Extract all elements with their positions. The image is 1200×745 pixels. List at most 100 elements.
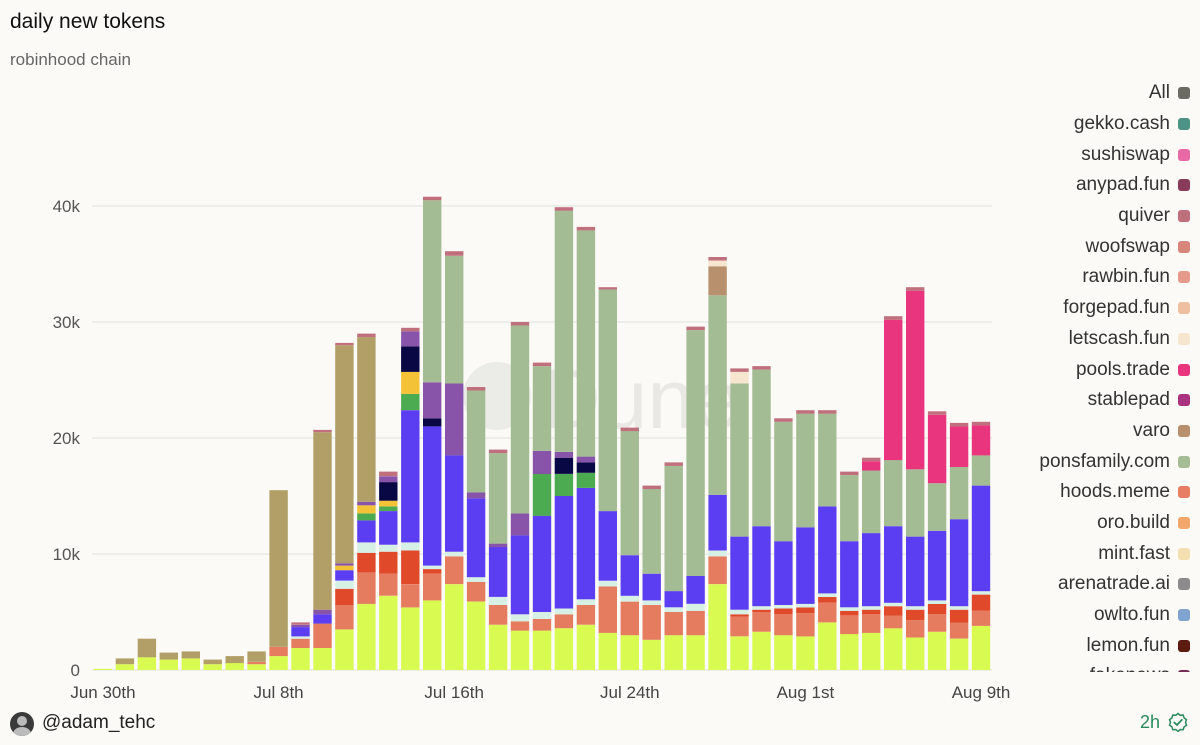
bar-segment[interactable] [379,506,398,511]
bar-segment[interactable] [752,369,771,527]
bar-segment[interactable] [730,368,749,372]
bar-segment[interactable] [818,413,837,507]
bar-segment[interactable] [840,610,859,616]
bar-segment[interactable] [686,326,705,331]
bar-segment[interactable] [598,511,617,581]
bar-segment[interactable] [840,475,859,542]
bar-segment[interactable] [598,580,617,587]
bar-segment[interactable] [884,319,903,461]
bar-segment[interactable] [423,382,442,419]
bar-segment[interactable] [554,496,574,609]
bar-segment[interactable] [466,577,486,582]
bar-segment[interactable] [949,426,969,467]
bar-segment[interactable] [818,410,837,414]
bar-segment[interactable] [445,551,464,557]
bar-segment[interactable] [730,616,749,637]
bar-segment[interactable] [730,636,749,670]
bar-segment[interactable] [423,426,442,566]
bar-segment[interactable] [225,663,244,670]
bar-segment[interactable] [752,606,771,610]
bar-segment[interactable] [510,621,530,631]
bar-segment[interactable] [620,431,639,556]
bar-segment[interactable] [752,612,771,632]
bar-segment[interactable] [927,614,947,632]
bar-segment[interactable] [423,573,442,601]
bar-segment[interactable] [554,207,574,211]
bar-segment[interactable] [488,547,508,597]
bar-segment[interactable] [532,474,552,516]
bar-segment[interactable] [642,600,661,605]
bar-segment[interactable] [840,634,859,670]
bar-segment[interactable] [357,333,376,338]
bar-segment[interactable] [927,631,947,670]
bar-segment[interactable] [335,580,354,589]
bar-segment[interactable] [664,462,683,466]
bar-segment[interactable] [708,550,727,557]
bar-segment[interactable] [576,487,596,600]
bar-segment[interactable] [510,325,530,514]
bar-segment[interactable] [510,614,530,622]
bar-segment[interactable] [884,602,903,607]
bar-segment[interactable] [730,609,749,615]
bar-segment[interactable] [466,601,486,670]
bar-segment[interactable] [906,469,925,537]
bar-segment[interactable] [927,483,947,531]
bar-segment[interactable] [510,322,530,326]
bar-segment[interactable] [335,345,354,564]
bar-segment[interactable] [269,646,288,657]
bar-segment[interactable] [291,636,310,639]
legend-item[interactable]: lemon.fun [990,630,1190,661]
bar-segment[interactable] [774,635,793,670]
bar-segment[interactable] [445,251,464,256]
bar-segment[interactable] [884,615,903,629]
bar-segment[interactable] [927,414,947,484]
bar-segment[interactable] [752,631,771,670]
legend-item[interactable]: anypad.fun [990,170,1190,201]
bar-segment[interactable] [576,226,596,231]
bar-segment[interactable] [818,622,837,670]
bar-segment[interactable] [379,500,398,507]
bar-segment[interactable] [466,498,486,578]
bar-segment[interactable] [532,612,552,619]
bar-segment[interactable] [115,664,135,670]
bar-segment[interactable] [423,569,442,574]
bar-segment[interactable] [774,605,793,609]
bar-segment[interactable] [796,603,815,608]
bar-segment[interactable] [357,513,376,521]
bar-segment[interactable] [488,605,508,625]
bar-segment[interactable] [708,556,727,585]
bar-segment[interactable] [884,606,903,616]
bar-segment[interactable] [532,366,552,451]
bar-segment[interactable] [906,620,925,638]
bar-segment[interactable] [291,622,310,625]
bar-segment[interactable] [291,648,310,670]
bar-segment[interactable] [862,632,881,670]
bar-segment[interactable] [401,371,420,394]
bar-segment[interactable] [401,393,420,411]
bar-segment[interactable] [423,565,442,570]
bar-segment[interactable] [664,607,683,612]
bar-segment[interactable] [445,556,464,585]
bar-segment[interactable] [796,527,815,604]
bar-segment[interactable] [927,411,947,415]
bar-segment[interactable] [401,584,420,608]
username[interactable]: @adam_tehc [42,712,156,733]
bar-segment[interactable] [423,196,442,201]
bar-segment[interactable] [379,471,398,477]
bar-segment[interactable] [906,536,925,607]
legend-item[interactable]: letscash.fun [990,324,1190,355]
bar-segment[interactable] [93,668,113,670]
bar-segment[interactable] [906,290,925,470]
bar-segment[interactable] [379,573,398,596]
bar-segment[interactable] [225,656,244,664]
bar-segment[interactable] [576,599,596,605]
bar-segment[interactable] [971,425,991,456]
bar-segment[interactable] [664,612,683,636]
bar-segment[interactable] [423,600,442,670]
bar-segment[interactable] [884,316,903,320]
legend-item[interactable]: gekko.cash [990,109,1190,140]
bar-segment[interactable] [752,526,771,607]
bar-segment[interactable] [971,625,991,670]
legend-item[interactable]: quiver [990,201,1190,232]
bar-segment[interactable] [357,501,376,506]
